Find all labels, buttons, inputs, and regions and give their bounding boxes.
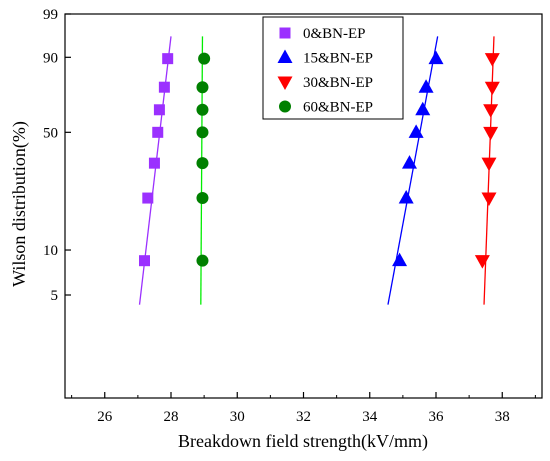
data-point-60-bn-ep (196, 192, 209, 205)
data-point-15-bn-ep (408, 124, 424, 138)
x-tick-label: 26 (97, 409, 113, 425)
data-point-15-bn-ep (398, 190, 414, 204)
data-point-30-bn-ep (484, 81, 500, 96)
data-point-15-bn-ep (428, 50, 444, 65)
data-point-30-bn-ep (484, 53, 500, 67)
data-point-15-bn-ep (402, 155, 417, 169)
data-point-0-bn-ep (148, 157, 160, 169)
y-tick-label: 90 (43, 50, 58, 66)
x-axis-label: Breakdown field strength(kV/mm) (178, 431, 428, 452)
legend-marker-0-bn-ep (279, 27, 291, 39)
data-point-0-bn-ep (139, 255, 150, 267)
data-point-60-bn-ep (196, 81, 209, 94)
data-point-60-bn-ep (196, 126, 209, 139)
x-tick-label: 32 (296, 409, 311, 425)
data-point-30-bn-ep (481, 192, 497, 207)
data-point-30-bn-ep (483, 104, 499, 118)
data-point-60-bn-ep (198, 52, 211, 65)
x-tick-label: 28 (164, 409, 179, 425)
data-point-15-bn-ep (392, 252, 408, 267)
y-tick-label: 10 (43, 243, 58, 259)
legend-label-15-bn-ep: 15&BN-EP (303, 51, 373, 67)
legend: 0&BN-EP 15&BN-EP 30&BN-EP 60&BN-EP (262, 16, 404, 120)
legend-label-30-bn-ep: 30&BN-EP (303, 75, 373, 91)
data-markers (139, 50, 500, 269)
y-tick-label: 50 (43, 125, 58, 141)
y-axis-label: Wilson distribution(%) (9, 121, 30, 287)
legend-label-60-bn-ep: 60&BN-EP (303, 100, 373, 116)
legend-marker-15-bn-ep (277, 49, 293, 63)
x-tick-label: 36 (429, 409, 445, 425)
x-axis: 26 28 30 32 34 36 38 (71, 392, 536, 425)
y-tick-label: 5 (51, 288, 59, 304)
data-point-60-bn-ep (196, 254, 209, 267)
data-point-0-bn-ep (152, 126, 164, 138)
x-tick-label: 34 (362, 409, 378, 425)
legend-label-0-bn-ep: 0&BN-EP (303, 26, 366, 42)
data-point-15-bn-ep (415, 101, 431, 116)
legend-marker-30-bn-ep (277, 76, 293, 90)
data-point-0-bn-ep (153, 104, 165, 116)
data-point-60-bn-ep (196, 103, 209, 116)
data-point-60-bn-ep (196, 157, 209, 170)
x-tick-label: 30 (230, 409, 245, 425)
data-point-0-bn-ep (158, 81, 170, 93)
legend-marker-60-bn-ep (279, 100, 291, 113)
y-tick-label: 99 (43, 7, 58, 23)
data-point-15-bn-ep (418, 79, 434, 93)
data-point-0-bn-ep (162, 53, 174, 65)
y-axis: 5 10 50 90 99 (43, 7, 71, 304)
x-tick-label: 38 (495, 409, 510, 425)
data-point-30-bn-ep (481, 157, 497, 172)
data-point-30-bn-ep (483, 126, 499, 141)
data-point-30-bn-ep (474, 255, 490, 269)
data-point-0-bn-ep (142, 192, 154, 204)
